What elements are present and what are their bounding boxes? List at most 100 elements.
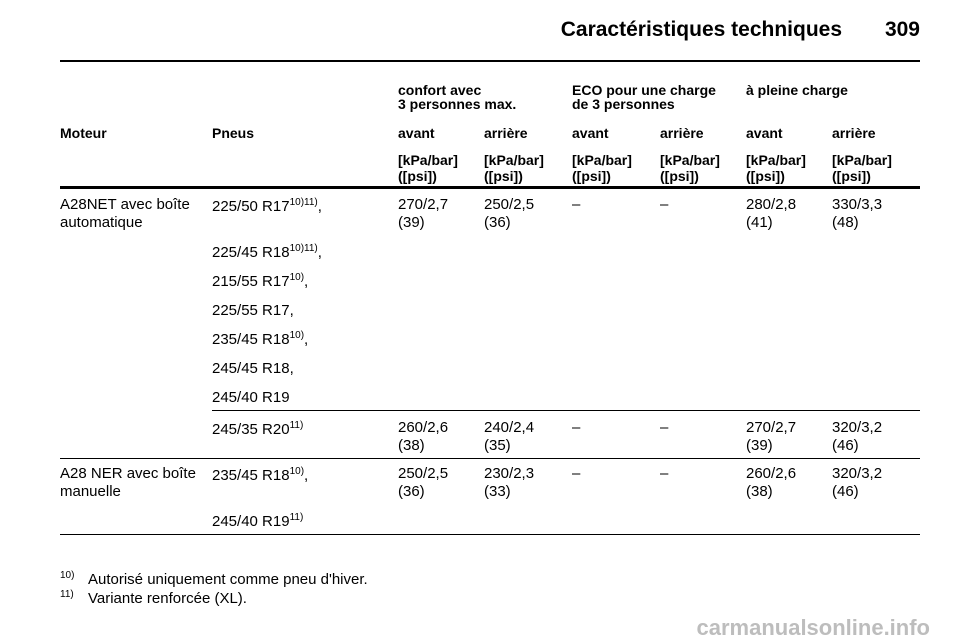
pressure: 260/2,6 xyxy=(746,465,797,482)
page-number: 309 xyxy=(884,18,920,41)
pressure: 330/3,3 xyxy=(832,196,883,213)
pressure: 250/2,5 xyxy=(484,196,535,213)
unit-header: ([psi]) xyxy=(398,168,437,184)
footnote-ref: 10)11) xyxy=(289,243,318,254)
rule xyxy=(60,186,920,189)
pressure: – xyxy=(660,196,669,213)
tire-size: 225/50 R17 xyxy=(212,198,290,215)
unit-header: ([psi]) xyxy=(484,168,523,184)
footnote-text: Autorisé uniquement comme pneu d'hiver. xyxy=(88,571,368,588)
pressure: – xyxy=(660,465,669,482)
pressure: 250/2,5 xyxy=(398,465,449,482)
unit-header: [kPa/bar] xyxy=(746,152,806,168)
tire-size: 225/55 R17 xyxy=(212,302,290,319)
pressure: 260/2,6 xyxy=(398,419,449,436)
pressure: 240/2,4 xyxy=(484,419,535,436)
pressure: – xyxy=(572,419,581,436)
pressure: (36) xyxy=(484,214,511,231)
tire: 235/45 R1810), xyxy=(212,467,308,485)
pressure: 270/2,7 xyxy=(746,419,797,436)
column-header: Moteur xyxy=(60,125,107,141)
unit-header: [kPa/bar] xyxy=(398,152,458,168)
column-header: avant xyxy=(572,125,609,141)
engine: automatique xyxy=(60,214,143,231)
tire: 245/45 R18, xyxy=(212,360,294,378)
pressure: (36) xyxy=(398,483,425,500)
pressure: (33) xyxy=(484,483,511,500)
tire-size: 235/45 R18 xyxy=(212,331,290,348)
separator: , xyxy=(304,467,309,484)
footnote-mark: 11) xyxy=(60,589,74,600)
engine: A28NET avec boîte xyxy=(60,196,190,213)
rule xyxy=(212,410,920,411)
pressure: (35) xyxy=(484,437,511,454)
engine: manuelle xyxy=(60,483,121,500)
tire: 225/50 R1710)11), xyxy=(212,198,322,216)
unit-header: ([psi]) xyxy=(832,168,871,184)
rule xyxy=(60,60,920,62)
tire: 215/55 R1710), xyxy=(212,273,308,291)
column-header: avant xyxy=(398,125,435,141)
separator: , xyxy=(289,360,294,377)
column-header: Pneus xyxy=(212,125,255,141)
pressure: – xyxy=(572,196,581,213)
page-title: Caractéristiques techniques xyxy=(560,18,842,41)
unit-header: [kPa/bar] xyxy=(660,152,720,168)
pressure: (39) xyxy=(398,214,425,231)
load-group-header: confort avec xyxy=(398,82,482,98)
tire: 245/40 R19 xyxy=(212,389,290,407)
tire-size: 245/40 R19 xyxy=(212,389,290,406)
pressure: (41) xyxy=(746,214,773,231)
footnote-text: Variante renforcée (XL). xyxy=(88,590,247,607)
tire: 235/45 R1810), xyxy=(212,331,308,349)
unit-header: ([psi]) xyxy=(746,168,785,184)
unit-header: [kPa/bar] xyxy=(832,152,892,168)
unit-header: [kPa/bar] xyxy=(572,152,632,168)
separator: , xyxy=(289,302,294,319)
footnote-mark: 10) xyxy=(60,570,75,581)
pressure: (39) xyxy=(746,437,773,454)
tire-size: 245/40 R19 xyxy=(212,513,290,530)
rule xyxy=(60,534,920,535)
load-group-header: à pleine charge xyxy=(746,82,848,98)
engine: A28 NER avec boîte xyxy=(60,465,196,482)
tire-size: 245/35 R20 xyxy=(212,421,290,438)
pressure: (48) xyxy=(832,214,859,231)
pressure: (38) xyxy=(398,437,425,454)
pressure: – xyxy=(572,465,581,482)
unit-header: ([psi]) xyxy=(660,168,699,184)
footnote-ref: 11) xyxy=(289,420,304,431)
tire-size: 235/45 R18 xyxy=(212,467,290,484)
watermark: carmanualsonline.info xyxy=(696,615,931,640)
footnote-ref: 10) xyxy=(289,466,305,477)
footnote-ref: 10) xyxy=(289,272,305,283)
tire-size: 215/55 R17 xyxy=(212,273,290,290)
tire-size: 245/45 R18 xyxy=(212,360,290,377)
pressure: 320/3,2 xyxy=(832,419,883,436)
unit-header: ([psi]) xyxy=(572,168,611,184)
tire: 225/55 R17, xyxy=(212,302,294,320)
tire: 245/35 R2011) xyxy=(212,421,303,439)
pressure: (46) xyxy=(832,437,859,454)
column-header: avant xyxy=(746,125,783,141)
footnote-ref: 10)11) xyxy=(289,197,318,208)
separator: , xyxy=(317,244,322,261)
load-group-header: 3 personnes max. xyxy=(398,96,517,112)
pressure: 320/3,2 xyxy=(832,465,883,482)
pressure: 230/2,3 xyxy=(484,465,535,482)
tire: 225/45 R1810)11), xyxy=(212,244,322,262)
tire: 245/40 R1911) xyxy=(212,513,303,531)
pressure: (38) xyxy=(746,483,773,500)
unit-header: [kPa/bar] xyxy=(484,152,544,168)
separator: , xyxy=(304,331,309,348)
column-header: arrière xyxy=(660,125,704,141)
separator: , xyxy=(304,273,309,290)
tire-size: 225/45 R18 xyxy=(212,244,290,261)
pressure: 270/2,7 xyxy=(398,196,449,213)
pressure: (46) xyxy=(832,483,859,500)
footnote-ref: 11) xyxy=(289,512,304,523)
footnote-ref: 10) xyxy=(289,330,305,341)
separator: , xyxy=(317,198,322,215)
pressure: – xyxy=(660,419,669,436)
